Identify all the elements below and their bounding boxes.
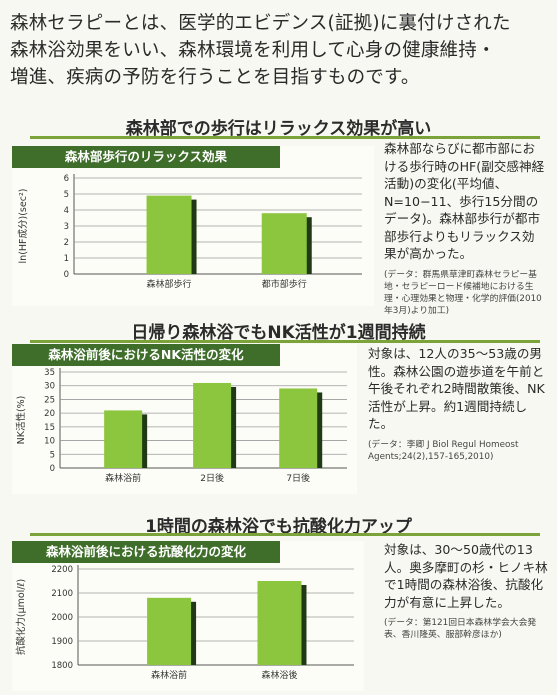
y-tick-label: 2000: [51, 613, 73, 623]
y-tick-label: 0: [50, 464, 55, 474]
y-tick-label: 5: [50, 450, 55, 460]
section-3-heading: 1時間の森林浴でも抗酸化力アップ: [145, 517, 412, 537]
x-category-label: 森林部歩行: [147, 278, 192, 290]
y-tick-label: 2: [64, 238, 69, 248]
y-tick-label: 5: [64, 190, 69, 200]
y-tick-label: 30: [44, 382, 55, 392]
bar: [257, 581, 302, 665]
chart-1: 0 1 2 3 4 5 6 ln(HF成分)(sec²) 森林部歩行 都市部歩行: [17, 174, 362, 290]
section-3-source-note: (データ：第121回日本森林学会大会発表、香川隆英、服部幹彦ほか): [384, 618, 537, 640]
y-tick-label: 1800: [51, 661, 73, 671]
y-axis-label: NK活性(%): [15, 396, 27, 445]
chart-3-title: 森林浴前後における抗酸化力の変化: [12, 541, 280, 563]
y-axis-label: ln(HF成分)(sec²): [17, 189, 29, 264]
bar: [279, 388, 318, 468]
intro-line-3: 増進、疾病の予防を行うことを目指すものです。: [10, 67, 420, 88]
x-category-label: 森林浴前: [105, 472, 141, 484]
section-3-description: 対象は、30〜50歳代の13人。奥多摩町の杉・ヒノキ林で1時間の森林浴後、抗酸化…: [384, 541, 548, 641]
y-tick-label: 1: [64, 254, 69, 264]
chart-panel-1: 森林部歩行のリラックス効果 0 1 2 3 4 5 6 ln(HF成分)(sec²) 森林部歩行…: [12, 146, 374, 306]
bar: [261, 213, 307, 274]
section-3-text: 対象は、30〜50歳代の13人。奥多摩町の杉・ヒノキ林で1時間の森林浴後、抗酸化…: [384, 542, 548, 610]
intro-text: 森林セラピーとは、医学的エビデンス(証拠)に裏付けされた 森林浴効果をいい、森林…: [10, 10, 550, 91]
y-tick-label: 15: [44, 423, 55, 433]
bar: [146, 195, 192, 274]
chart-2-title: 森林浴前後におけるNK活性の変化: [12, 344, 280, 366]
y-tick-label: 2100: [51, 589, 73, 599]
section-2-source-note: (データ：李卿 J Biol Regul Homeost Agents;24(2…: [368, 439, 519, 462]
y-tick-label: 25: [44, 395, 55, 405]
intro-line-1: 森林セラピーとは、医学的エビデンス(証拠)に裏付けされた: [10, 13, 511, 34]
bar: [193, 382, 232, 468]
x-category-label: 森林浴後: [261, 669, 297, 681]
y-tick-label: 35: [44, 368, 55, 378]
section-2-text: 対象は、12人の35〜53歳の男性。森林公園の遊歩道を午前と午後それぞれ2時間散…: [368, 346, 545, 431]
x-category-label: 都市部歩行: [262, 278, 307, 290]
chart-panel-3: 森林浴前後における抗酸化力の変化 1800 1900 2000 2100 2200 抗酸化…: [12, 541, 364, 691]
x-category-label: 7日後: [286, 472, 310, 484]
chart-panel-2: 森林浴前後におけるNK活性の変化 0 5 10 15 20 25 30 35 NK活性(%) 森林…: [12, 344, 357, 494]
y-tick-label: 20: [44, 409, 55, 419]
section-1-heading: 森林部での歩行はリラックス効果が高い: [125, 119, 432, 139]
intro-line-2: 森林浴効果をいい、森林環境を利用して心身の健康維持・: [10, 40, 496, 61]
x-category-label: 森林浴前: [151, 669, 187, 681]
y-tick-label: 10: [44, 437, 55, 447]
y-tick-label: 6: [64, 174, 69, 184]
bar: [104, 410, 143, 468]
section-2-rule: [30, 340, 540, 343]
y-tick-label: 3: [64, 222, 69, 232]
section-3-rule: [30, 533, 540, 536]
section-1-source-note: (データ：群馬県草津町森林セラピー基地・セラピーロード候補地における生理・心理効…: [384, 269, 542, 316]
y-tick-label: 2200: [51, 565, 73, 575]
section-1-rule: [30, 136, 540, 139]
section-1-description: 森林部ならびに都市部における歩行時のHF(副交感神経活動)の変化(平均値、N=1…: [384, 140, 546, 317]
bar: [147, 597, 192, 665]
section-2-heading: 日帰り森林浴でもNK活性が1週間持続: [131, 323, 426, 343]
y-tick-label: 0: [64, 270, 69, 280]
chart-2: 0 5 10 15 20 25 30 35 NK活性(%) 森林浴前 2日後 7日後: [15, 368, 347, 484]
x-category-label: 2日後: [200, 472, 224, 484]
section-1-text: 森林部ならびに都市部における歩行時のHF(副交感神経活動)の変化(平均値、N=1…: [384, 141, 545, 261]
chart-1-title: 森林部歩行のリラックス効果: [12, 146, 280, 168]
y-tick-label: 4: [64, 206, 69, 216]
chart-3: 1800 1900 2000 2100 2200 抗酸化力(μmol/ℓ) 森林浴前 森林浴後: [15, 565, 354, 681]
y-axis-label: 抗酸化力(μmol/ℓ): [15, 579, 27, 655]
y-tick-label: 1900: [51, 637, 73, 647]
section-2-description: 対象は、12人の35〜53歳の男性。森林公園の遊歩道を午前と午後それぞれ2時間散…: [368, 345, 548, 463]
